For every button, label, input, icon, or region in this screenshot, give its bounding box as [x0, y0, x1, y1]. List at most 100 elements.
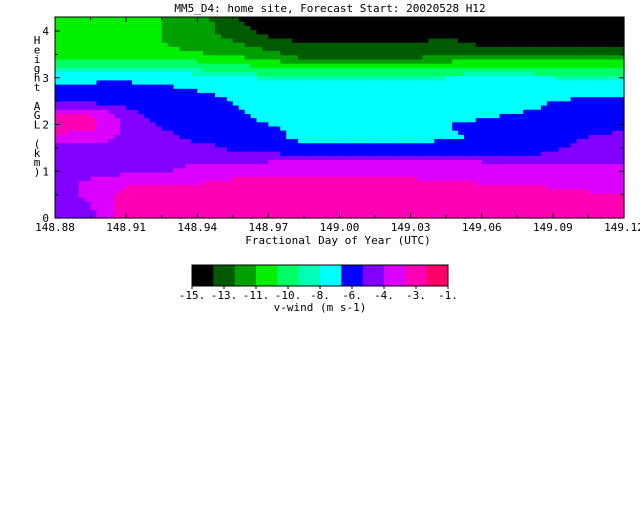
- field-cell: [576, 33, 584, 39]
- field-cell: [167, 192, 175, 198]
- field-cell: [185, 159, 192, 165]
- field-cell: [102, 75, 109, 81]
- field-cell: [594, 104, 601, 110]
- field-cell: [244, 46, 252, 52]
- field-cell: [126, 146, 133, 152]
- field-cell: [570, 130, 578, 135]
- field-cell: [606, 79, 613, 85]
- field-cell: [137, 75, 145, 81]
- field-cell: [446, 25, 453, 31]
- field-cell: [220, 125, 228, 131]
- field-cell: [618, 180, 625, 186]
- field-cell: [410, 50, 418, 56]
- field-cell: [120, 180, 127, 186]
- field-cell: [588, 75, 595, 81]
- field-cell: [96, 96, 104, 102]
- field-cell: [422, 130, 430, 135]
- field-cell: [286, 50, 293, 56]
- field-cell: [481, 184, 489, 190]
- y-tick-label: 0: [42, 212, 49, 225]
- field-cell: [84, 184, 92, 190]
- field-cell: [505, 21, 512, 26]
- field-cell: [149, 84, 157, 89]
- field-cell: [345, 113, 352, 119]
- field-cell: [481, 130, 489, 135]
- field-cell: [132, 75, 139, 81]
- field-cell: [434, 117, 441, 123]
- field-cell: [321, 146, 329, 152]
- field-cell: [339, 205, 347, 211]
- field-cell: [114, 146, 121, 152]
- field-cell: [375, 54, 382, 60]
- field-cell: [191, 58, 198, 64]
- field-cell: [570, 109, 578, 114]
- field-cell: [588, 46, 595, 52]
- field-cell: [274, 213, 281, 219]
- field-cell: [220, 213, 228, 219]
- field-cell: [523, 130, 530, 135]
- field-cell: [149, 29, 157, 35]
- field-cell: [606, 209, 613, 215]
- field-cell: [487, 37, 495, 43]
- field-cell: [517, 176, 524, 181]
- field-cell: [386, 213, 394, 219]
- field-cell: [238, 213, 246, 219]
- y-tick-label: 3: [42, 72, 49, 85]
- field-cell: [167, 205, 175, 211]
- field-cell: [363, 213, 370, 219]
- field-cell: [517, 54, 524, 60]
- field-cell: [452, 163, 459, 169]
- field-cell: [511, 197, 518, 202]
- field-cell: [315, 176, 323, 181]
- field-cell: [120, 117, 127, 123]
- field-cell: [422, 159, 430, 165]
- field-cell: [286, 92, 293, 98]
- field-cell: [262, 42, 269, 47]
- field-cell: [511, 209, 518, 215]
- field-cell: [309, 67, 317, 73]
- field-cell: [517, 184, 524, 190]
- field-cell: [315, 75, 323, 81]
- field-cell: [452, 134, 459, 140]
- field-cell: [321, 163, 329, 169]
- field-cell: [428, 209, 435, 215]
- field-cell: [203, 117, 210, 123]
- field-cell: [410, 79, 418, 85]
- field-cell: [410, 100, 418, 106]
- field-cell: [327, 84, 335, 89]
- field-cell: [209, 134, 216, 140]
- field-cell: [570, 176, 578, 181]
- field-cell: [132, 109, 139, 114]
- field-cell: [499, 58, 507, 64]
- field-cell: [72, 163, 80, 169]
- field-cell: [469, 21, 477, 26]
- field-cell: [458, 37, 465, 43]
- field-cell: [108, 33, 115, 39]
- field-cell: [558, 201, 566, 207]
- field-cell: [505, 42, 512, 47]
- field-cell: [268, 146, 275, 152]
- field-cell: [511, 163, 518, 169]
- field-cell: [108, 197, 115, 202]
- field-cell: [185, 79, 192, 85]
- field-cell: [197, 180, 204, 186]
- field-cell: [84, 46, 92, 52]
- field-cell: [120, 92, 127, 98]
- field-cell: [292, 197, 299, 202]
- field-cell: [493, 17, 501, 22]
- field-cell: [600, 188, 607, 194]
- field-cell: [410, 29, 418, 35]
- field-cell: [529, 29, 536, 35]
- field-cell: [375, 46, 382, 52]
- field-cell: [303, 142, 311, 148]
- field-cell: [185, 21, 192, 26]
- field-cell: [345, 25, 352, 31]
- field-cell: [410, 42, 418, 47]
- field-cell: [256, 209, 264, 215]
- field-cell: [422, 67, 430, 73]
- field-cell: [185, 71, 192, 77]
- field-cell: [315, 209, 323, 215]
- field-cell: [60, 180, 68, 186]
- field-cell: [428, 159, 435, 165]
- x-tick-label: 149.06: [462, 221, 502, 234]
